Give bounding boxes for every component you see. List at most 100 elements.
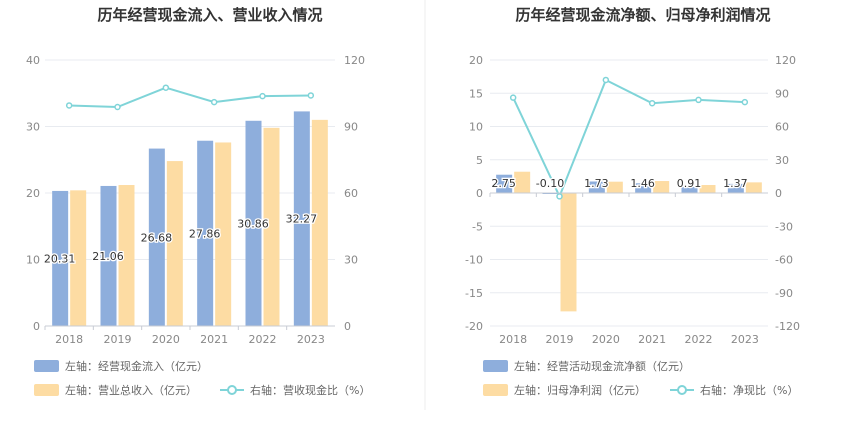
- line-point[interactable]: [114, 103, 121, 111]
- chart-2-legend-item-3[interactable]: 右轴：净现比（%）: [670, 383, 798, 397]
- data-label: 1.73: [584, 177, 609, 190]
- chart-1-legend-item-3[interactable]: 右轴：营收现金比（%）: [220, 383, 370, 397]
- chart-2-left-axis: -20 -15 -10 -5 0 5 10 15 20: [465, 54, 483, 333]
- bar[interactable]: [197, 140, 214, 326]
- left-axis-tick-label: 20: [469, 54, 483, 67]
- data-label: 1.46: [630, 177, 655, 190]
- bar[interactable]: [215, 142, 232, 326]
- line-point[interactable]: [259, 92, 266, 100]
- bar[interactable]: [70, 190, 87, 326]
- chart-1-bars: [52, 111, 328, 326]
- line-point[interactable]: [602, 76, 610, 84]
- bar[interactable]: [635, 183, 652, 193]
- left-axis-tick-label: 30: [26, 121, 40, 134]
- data-label: 21.06: [92, 250, 124, 263]
- bar[interactable]: [745, 182, 762, 193]
- bar[interactable]: [681, 186, 698, 193]
- bar[interactable]: [588, 181, 605, 193]
- x-axis-tick-label: 2022: [685, 333, 713, 346]
- right-axis-tick-label: 90: [775, 87, 789, 100]
- bar[interactable]: [560, 193, 577, 312]
- left-axis-tick-label: -20: [465, 320, 483, 333]
- chart-1-legend[interactable]: 左轴：经营现金流入（亿元） 左轴：营业总收入（亿元） 右轴：营收现金比（%）: [34, 359, 370, 397]
- legend-swatch: [34, 360, 59, 372]
- right-axis-tick-label: 30: [344, 254, 358, 267]
- chart-1-data-labels: 20.31 21.06 26.68 27.86 30.86 32.27: [43, 211, 319, 266]
- right-axis-tick-label: 60: [344, 187, 358, 200]
- bar[interactable]: [514, 171, 531, 193]
- line-point[interactable]: [695, 96, 702, 104]
- bar[interactable]: [699, 185, 716, 193]
- x-axis-tick-label: 2023: [731, 333, 759, 346]
- x-axis-tick-label: 2023: [297, 333, 325, 346]
- data-label: 32.27: [286, 213, 318, 226]
- bar[interactable]: [293, 111, 310, 326]
- chart-2-x-axis: 2018 2019 2020 2021 2022 2023: [489, 192, 768, 346]
- legend-line-marker: [227, 385, 237, 395]
- line-point[interactable]: [162, 84, 170, 91]
- chart-2-right-axis: -120 -90 -60 -30 0 30 60 90 120: [775, 54, 800, 333]
- bar[interactable]: [606, 181, 623, 193]
- left-axis-tick-label: 0: [33, 320, 40, 333]
- bar[interactable]: [166, 161, 183, 326]
- bar[interactable]: [653, 181, 670, 193]
- left-axis-tick-label: 15: [469, 87, 483, 100]
- chart-2-legend-item-1[interactable]: 左轴：经营活动现金流净额（亿元）: [483, 359, 690, 373]
- chart-2-line: [509, 76, 749, 200]
- line-point[interactable]: [210, 98, 218, 106]
- left-axis-tick-label: -10: [465, 254, 483, 267]
- data-label: 2.75: [491, 177, 516, 190]
- left-axis-tick-label: 20: [26, 187, 40, 200]
- chart-2-legend[interactable]: 左轴：经营活动现金流净额（亿元） 左轴：归母净利润（亿元） 右轴：净现比（%）: [483, 359, 798, 397]
- x-axis-tick-label: 2020: [152, 333, 180, 346]
- line-point[interactable]: [509, 94, 517, 101]
- legend-label: 左轴：经营活动现金流净额（亿元）: [514, 359, 690, 373]
- line-point[interactable]: [556, 193, 563, 200]
- left-axis-tick-label: -15: [465, 287, 483, 300]
- right-axis-tick-label: 120: [775, 54, 796, 67]
- bar[interactable]: [52, 190, 69, 326]
- chart-2-legend-item-2[interactable]: 左轴：归母净利润（亿元）: [483, 383, 646, 397]
- bar[interactable]: [496, 174, 513, 193]
- chart-1-right-axis: 0 30 60 90 120: [344, 54, 365, 333]
- chart-1-legend-item-1[interactable]: 左轴：经营现金流入（亿元）: [34, 359, 208, 373]
- line-point[interactable]: [741, 98, 749, 106]
- bar[interactable]: [148, 148, 165, 326]
- bar[interactable]: [118, 185, 135, 326]
- bar[interactable]: [263, 127, 280, 326]
- legend-label: 左轴：经营现金流入（亿元）: [65, 359, 208, 373]
- bar[interactable]: [311, 119, 328, 326]
- series-line: [512, 78, 745, 199]
- chart-2-bars: [496, 171, 762, 312]
- right-axis-tick-label: 0: [775, 187, 782, 200]
- left-axis-tick-label: 10: [469, 121, 483, 134]
- left-axis-tick-label: 0: [476, 187, 483, 200]
- series-line: [69, 86, 311, 108]
- x-axis-tick-label: 2020: [592, 333, 620, 346]
- chart-1-x-axis: 2018 2019 2020 2021 2022 2023: [44, 325, 335, 346]
- legend-swatch: [34, 384, 59, 396]
- chart-1-legend-item-2[interactable]: 左轴：营业总收入（亿元）: [34, 383, 197, 397]
- data-label: 0.91: [677, 177, 702, 190]
- line-point[interactable]: [648, 99, 656, 107]
- data-label: 1.37: [723, 177, 748, 190]
- legend-label: 右轴：营收现金比（%）: [250, 383, 370, 397]
- data-label: -0.10: [536, 177, 564, 190]
- data-label: 20.31: [44, 252, 76, 265]
- chart-1: 历年经营现金流入、营业收入情况 0 10 20 30 40 0 30 60 90 120 201…: [26, 6, 370, 397]
- right-axis-tick-label: 120: [344, 54, 365, 67]
- bar[interactable]: [100, 185, 117, 326]
- x-axis-tick-label: 2021: [200, 333, 228, 346]
- left-axis-tick-label: 40: [26, 54, 40, 67]
- data-label: 30.86: [237, 217, 269, 230]
- line-point[interactable]: [307, 92, 315, 99]
- legend-label: 左轴：归母净利润（亿元）: [514, 383, 646, 397]
- x-axis-tick-label: 2018: [55, 333, 83, 346]
- bar[interactable]: [245, 120, 262, 326]
- legend-swatch: [483, 384, 508, 396]
- chart-2-data-labels: 2.75 -0.10 1.73 1.46 0.91 1.37: [490, 176, 749, 192]
- chart-1-line: [65, 84, 315, 111]
- line-point[interactable]: [65, 102, 73, 109]
- bar[interactable]: [727, 183, 744, 193]
